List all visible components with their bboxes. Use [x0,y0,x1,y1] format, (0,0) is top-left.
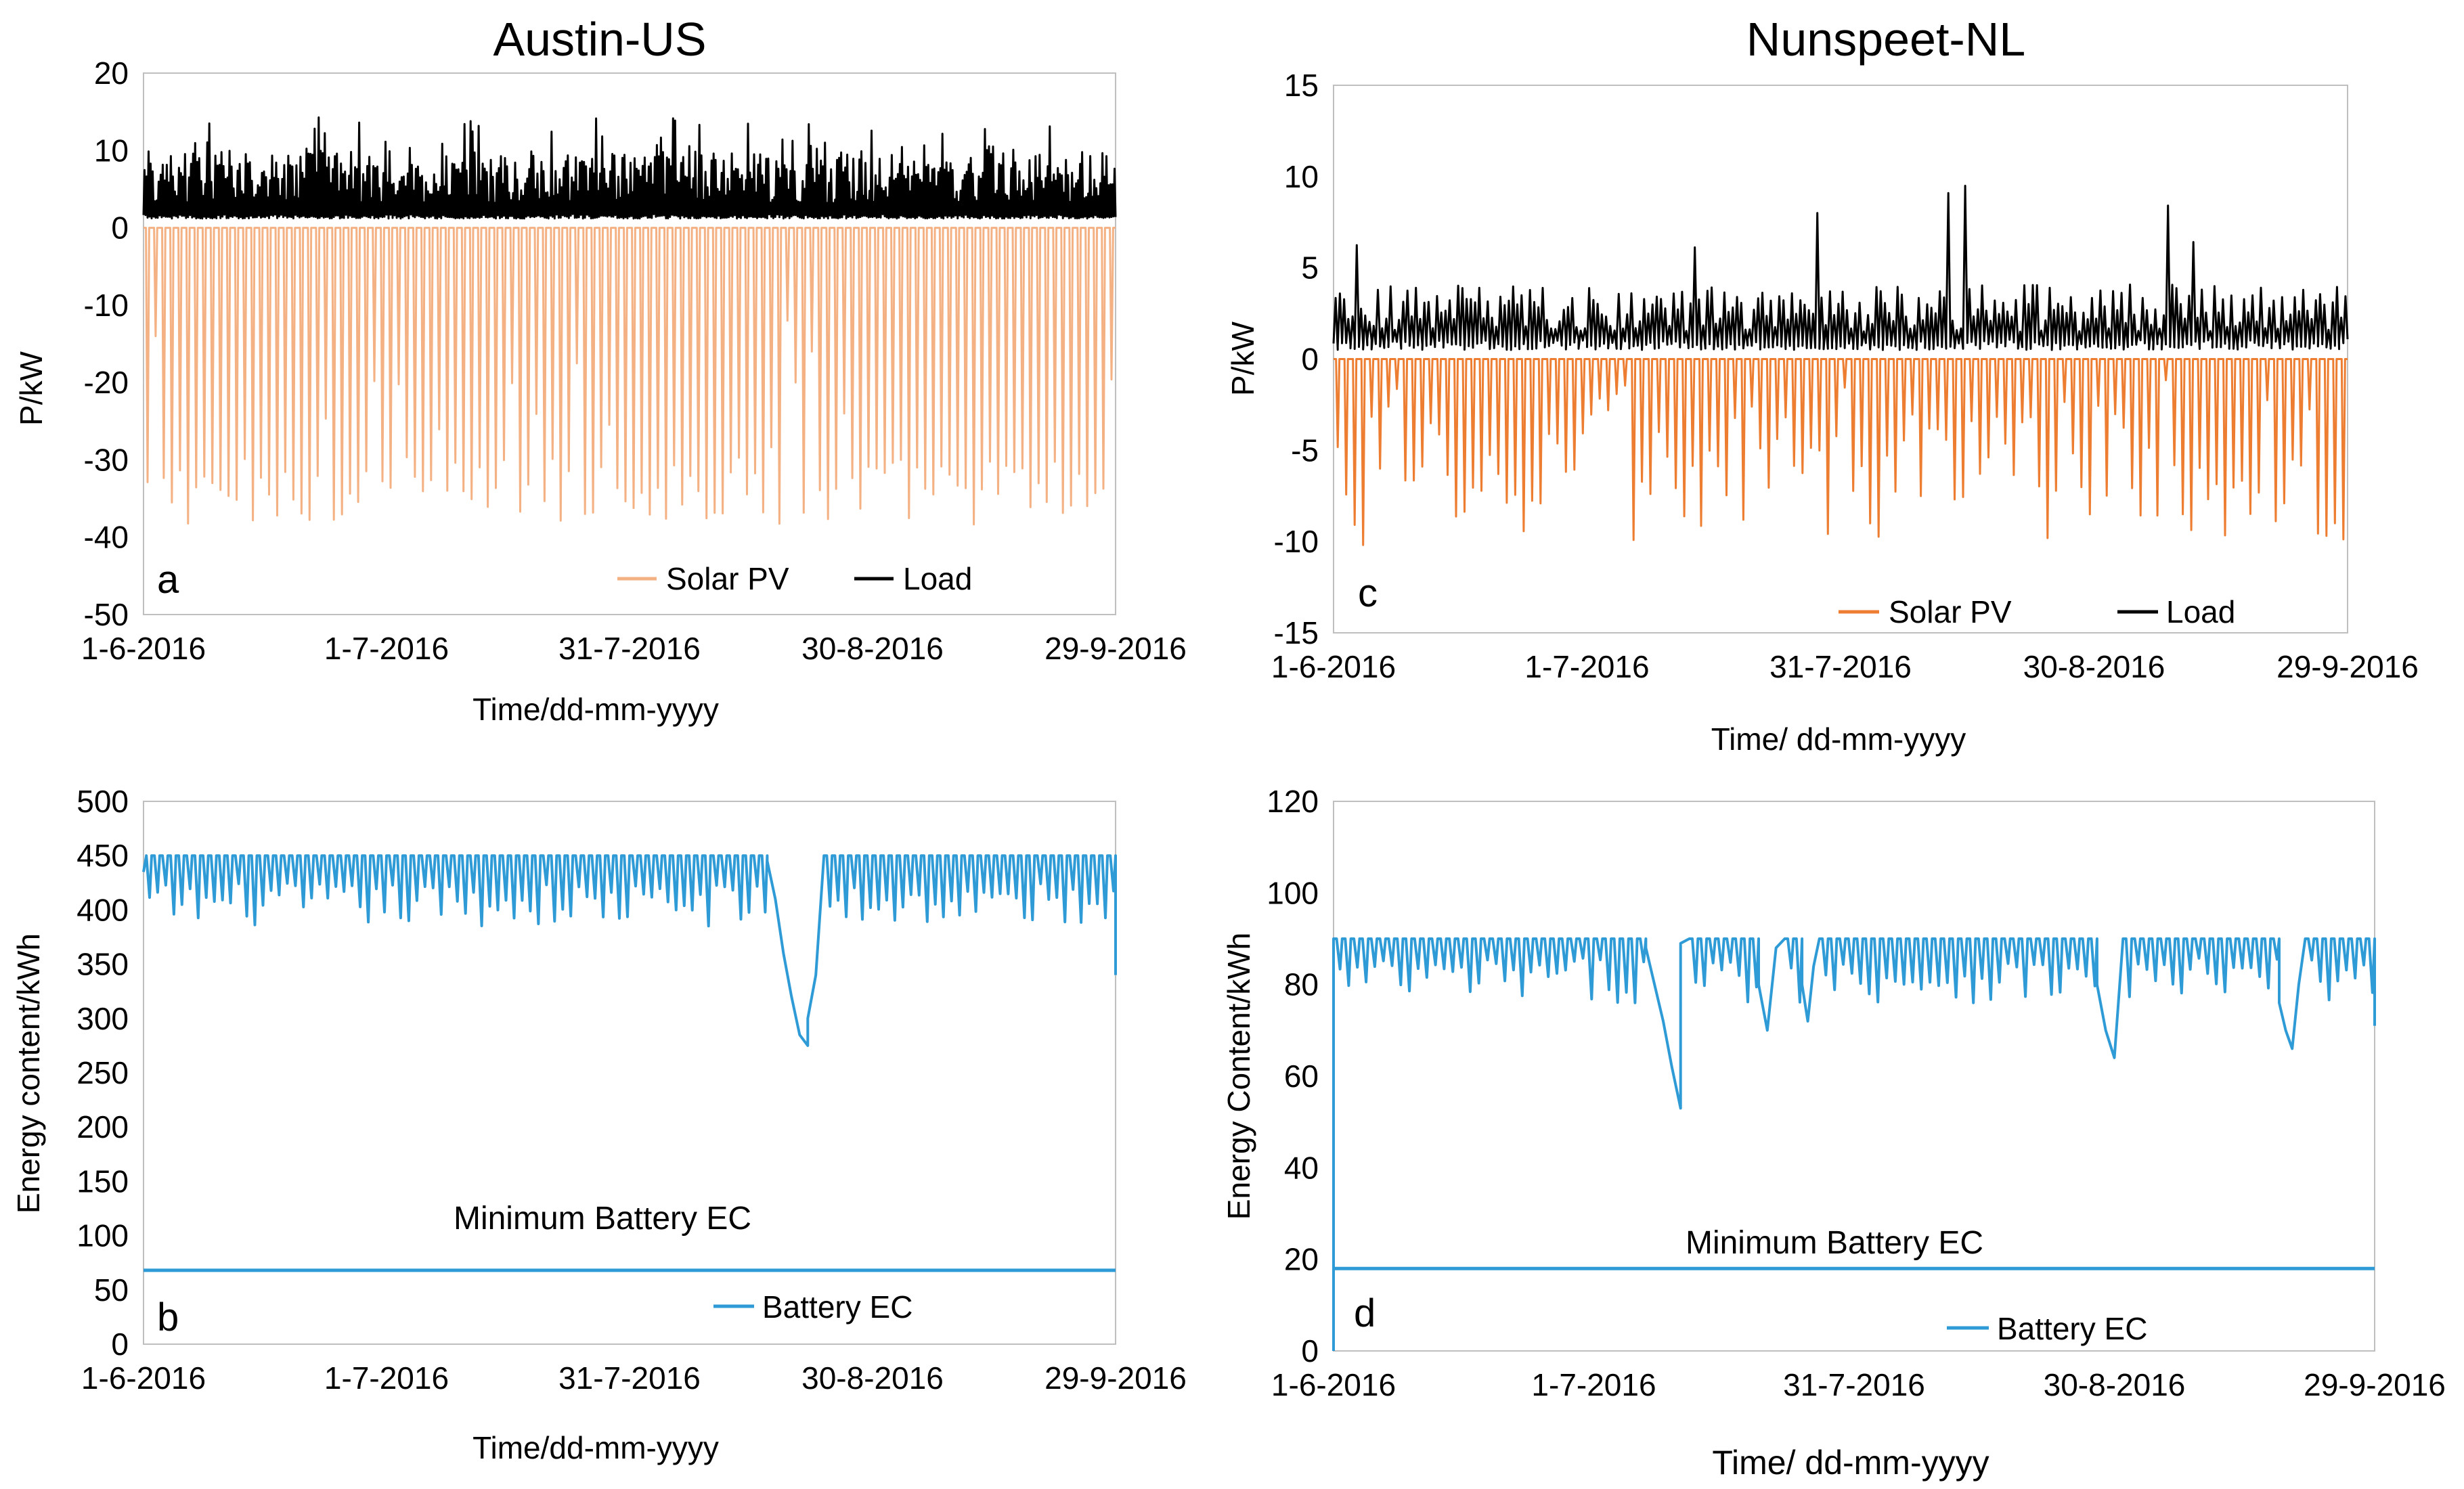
legend-label-solar-pv: Solar PV [1889,594,2012,629]
x-tick-label: 31-7-2016 [558,631,701,666]
y-tick-label: 20 [1284,1242,1319,1277]
legend: Solar PV Load [617,561,972,596]
y-tick-label: -10 [1274,524,1319,559]
y-tick-label: -15 [1274,615,1319,650]
y-tick-label: 60 [1284,1059,1319,1094]
x-tick-label: 31-7-2016 [558,1360,701,1396]
y-tick-label: -40 [84,520,129,555]
y-tick-label: -30 [84,442,129,477]
y-tick-label: 5 [1301,250,1319,286]
legend: Battery EC [713,1289,912,1325]
y-tick-label: -20 [84,365,129,400]
y-tick-label: 450 [76,838,129,873]
plot-area [143,801,1116,1345]
y-axis-label: Energy content/kWh [11,933,46,1214]
minimum-ec-annotation: Minimum Battery EC [1686,1225,1983,1261]
series-battery-ec [142,854,1117,1047]
y-tick-label: 0 [1301,342,1319,377]
panel-label: a [157,558,179,602]
y-tick-label: 250 [76,1055,129,1090]
y-tick-label: 10 [1284,159,1319,194]
panel-label: c [1358,571,1378,615]
chart-panel-c: Nunspeet-NL 15 10 5 0 -5 -10 -151-6-2016 1-7-20… [1225,13,2419,757]
x-axis-label: Time/dd-mm-yyyy [472,1430,719,1465]
x-tick-label: 31-7-2016 [1769,649,1912,684]
y-tick-label: 10 [94,133,129,168]
y-tick-label: 100 [1267,875,1319,910]
chart-title: Nunspeet-NL [1746,13,2025,66]
series-solar-pv [1334,358,2348,546]
legend-label-load: Load [903,561,972,596]
y-tick-label: 0 [111,1327,129,1362]
legend: Solar PV Load [1839,594,2235,629]
y-tick-label: 0 [111,210,129,246]
y-tick-label: -10 [84,288,129,323]
y-tick-label: 0 [1301,1333,1319,1369]
plot-area [143,72,1116,615]
x-tick-label: 1-7-2016 [1524,649,1649,684]
chart-panel-a: Austin-US 20 10 0 -10 -20 -30 -40 -501-6-2016 1-… [14,13,1187,727]
y-tick-label: 350 [76,947,129,982]
y-tick-label: 150 [76,1163,129,1199]
x-tick-label: 29-9-2016 [2276,649,2419,684]
x-tick-label: 30-8-2016 [801,1360,944,1396]
legend-label-battery-ec: Battery EC [1997,1311,2147,1346]
x-tick-label: 1-7-2016 [1531,1367,1656,1402]
panel-label: d [1354,1291,1376,1335]
x-tick-label: 30-8-2016 [2023,649,2165,684]
x-tick-label: 30-8-2016 [2044,1367,2186,1402]
panel-label: b [157,1295,179,1339]
legend-label-solar-pv: Solar PV [666,561,789,596]
x-axis-label: Time/dd-mm-yyyy [472,692,719,727]
chart-panel-d: 120 100 80 60 40 20 01-6-2016 1-7-2016 31-7-2016… [1221,784,2446,1482]
y-tick-label: 20 [94,55,129,91]
y-tick-label: 300 [76,1001,129,1036]
chart-title: Austin-US [493,13,706,66]
y-axis-label: P/kW [14,351,49,425]
y-tick-label: 400 [76,892,129,927]
legend: Battery EC [1947,1311,2147,1346]
x-tick-label: 1-6-2016 [81,631,206,666]
y-axis-label: P/kW [1225,321,1260,395]
x-tick-label: 30-8-2016 [801,631,944,666]
minimum-ec-annotation: Minimum Battery EC [454,1201,751,1237]
y-tick-label: 200 [76,1109,129,1144]
y-axis-label: Energy Content/kWh [1221,933,1256,1220]
legend-label-battery-ec: Battery EC [762,1289,912,1325]
y-tick-label: 80 [1284,967,1319,1002]
series-load [1332,185,2349,351]
x-tick-label: 1-6-2016 [1271,649,1396,684]
y-tick-label: 40 [1284,1150,1319,1185]
x-tick-label: 1-6-2016 [81,1360,206,1396]
x-tick-label: 29-9-2016 [2304,1367,2446,1402]
x-tick-label: 29-9-2016 [1044,1360,1187,1396]
series-battery-ec [1332,937,2376,1351]
y-tick-label: -50 [84,597,129,632]
y-tick-label: 15 [1284,68,1319,103]
y-tick-label: 100 [76,1218,129,1253]
x-axis-label: Time/ dd-mm-yyyy [1712,1444,1989,1482]
y-tick-label: 120 [1267,784,1319,819]
y-tick-label: 50 [94,1272,129,1308]
x-tick-label: 31-7-2016 [1783,1367,1925,1402]
x-tick-label: 1-7-2016 [324,631,449,666]
x-tick-label: 29-9-2016 [1044,631,1187,666]
y-tick-label: -5 [1291,432,1319,468]
series-load [142,116,1117,220]
series-solar-pv [144,227,1116,526]
x-tick-label: 1-6-2016 [1271,1367,1396,1402]
legend-label-load: Load [2166,594,2235,629]
x-tick-label: 1-7-2016 [324,1360,449,1396]
x-axis-label: Time/ dd-mm-yyyy [1711,721,1966,757]
y-tick-label: 500 [76,784,129,819]
